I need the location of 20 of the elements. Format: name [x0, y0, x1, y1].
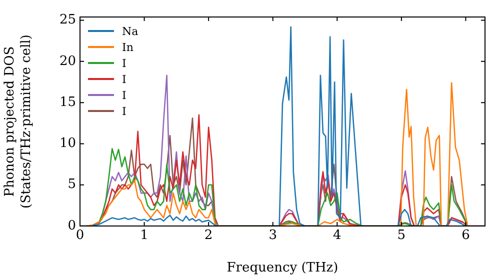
x-tick-label: 5	[397, 228, 406, 244]
legend-label: Na	[122, 24, 138, 38]
x-tick-label: 6	[462, 228, 470, 244]
y-axis-title: Phonon projected DOS (States/THz·primitive cell)	[2, 34, 34, 209]
x-axis-title: Frequency (THz)	[226, 260, 338, 276]
y-tick-label: 5	[68, 177, 76, 192]
x-tick-label: 1	[140, 228, 148, 244]
y-tick-label: 10	[59, 136, 76, 152]
legend-label: I	[122, 88, 126, 102]
y-tick-label: 25	[59, 12, 76, 28]
y-tick-label: 0	[68, 218, 76, 234]
legend-label: I	[122, 104, 126, 118]
y-tick-label: 20	[59, 54, 76, 69]
x-tick-label: 3	[268, 228, 277, 244]
legend-label: In	[122, 40, 134, 54]
x-tick-label: 4	[333, 228, 342, 244]
y-tick-label: 15	[59, 94, 76, 110]
legend-label: I	[122, 56, 126, 70]
x-tick-label: 2	[204, 228, 213, 244]
legend-label: I	[122, 72, 126, 86]
